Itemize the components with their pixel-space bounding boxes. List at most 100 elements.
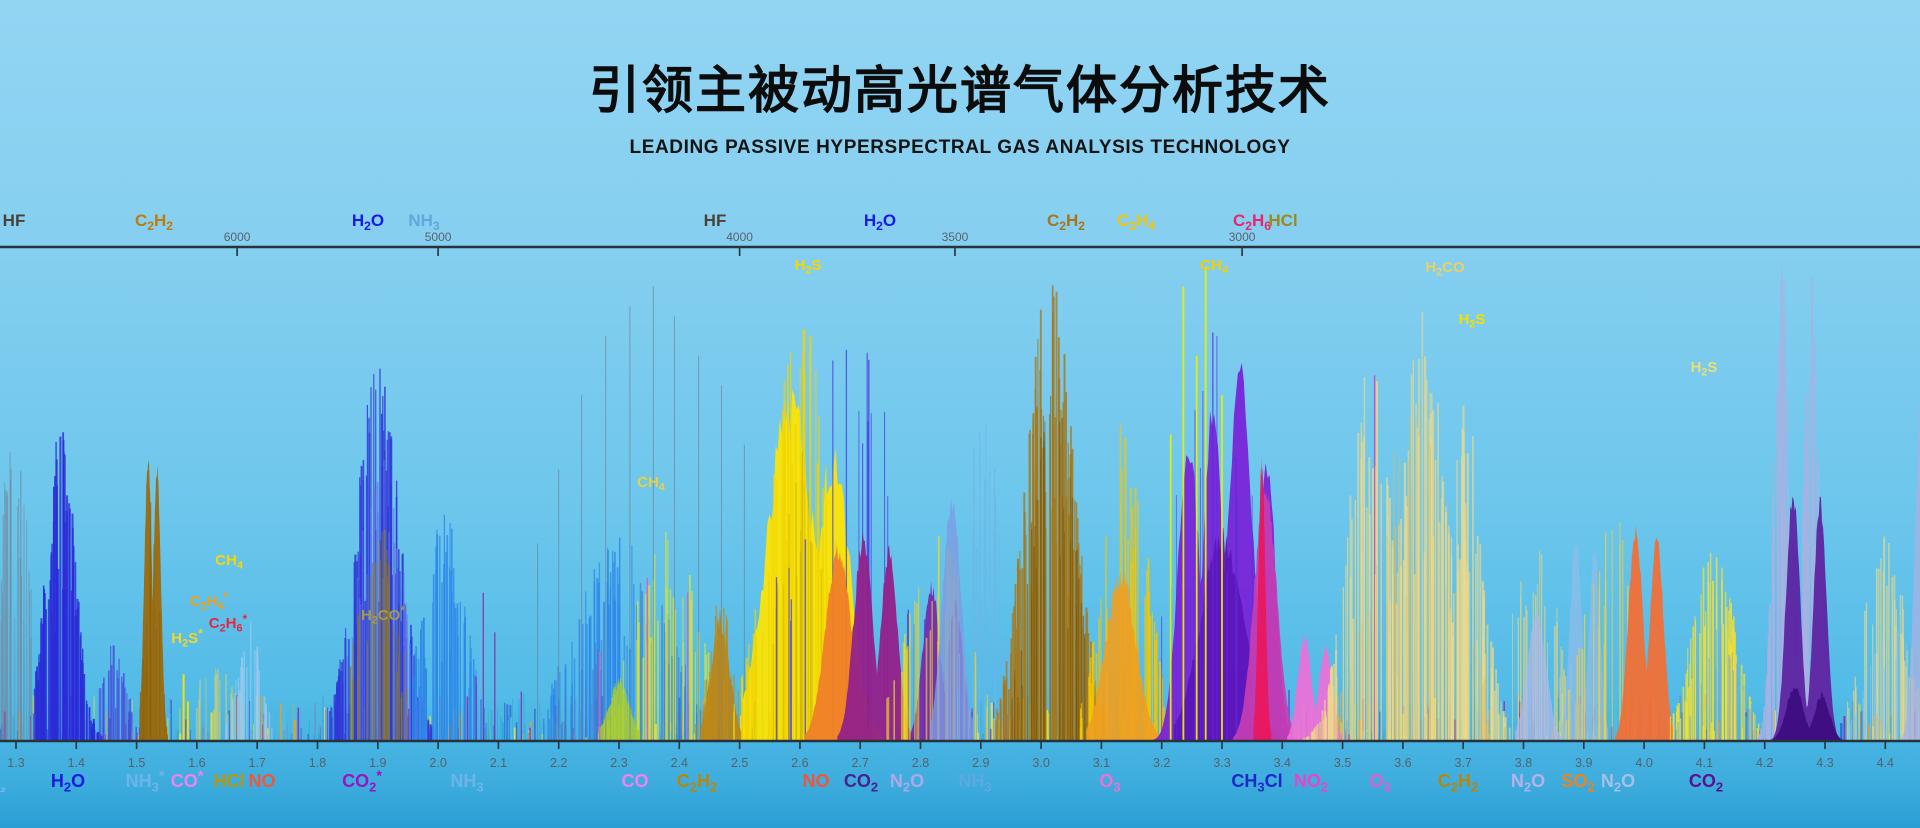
bottom-tick-4.2: 4.2 [1756,756,1773,770]
bottom-tick-2.2: 2.2 [550,756,567,770]
bottom-tick-2.4: 2.4 [671,756,688,770]
bottom-gas-label-NH3*: NH3* [126,769,165,795]
band-H2O-1.38-tail [98,645,140,741]
bottom-tick-1.8: 1.8 [309,756,326,770]
bottom-gas-label-O3: O3 [1099,771,1120,794]
inner-gas-label-CH4: CH4 [215,552,243,572]
bottom-tick-3.1: 3.1 [1093,756,1110,770]
band-dodger-2.0 [408,514,490,741]
bottom-gas-label-HCl: HCl [213,771,244,791]
band-H2CO-paleyellow-3.6 [1303,312,1519,741]
bottom-gas-label-C2H2: C2H2 [677,771,717,794]
top-tick-5000: 5000 [425,230,452,244]
bottom-tick-2.7: 2.7 [852,756,869,770]
bottom-tick-1.4: 1.4 [68,756,85,770]
band-yellow-pierce-spikes [1169,266,1223,741]
bottom-tick-4.3: 4.3 [1816,756,1833,770]
band-N2O-cornflower-2.85 [930,496,974,741]
bottom-gas-label-₂: ₂ [0,779,6,794]
band-orchid-spikes-2.35 [598,578,689,741]
bottom-tick-4.1: 4.1 [1696,756,1713,770]
band-O2-1.27 [0,452,32,741]
bottom-tick-2.9: 2.9 [972,756,989,770]
inner-gas-label-CH4: CH4 [637,474,665,494]
band-SO2-orange-4.0 [1615,524,1673,741]
bottom-gas-label-CO*: CO* [171,769,204,791]
band-gold-3.13 [1086,570,1159,741]
band-ltblue-1.68 [225,621,273,741]
bottom-tick-3.3: 3.3 [1213,756,1230,770]
bottom-gas-label-H2O: H2O [51,771,85,794]
inner-gas-label-H2CO*: H2CO* [361,604,405,627]
bottom-tick-3.6: 3.6 [1394,756,1411,770]
inner-gas-label-H2S: H2S [795,257,822,277]
band-CO2-darkcore [1773,687,1844,741]
band-darkmagenta-2.7 [837,531,915,741]
bottom-tick-1.5: 1.5 [128,756,145,770]
bottom-gas-label-N2O: N2O [1511,771,1545,794]
inner-gas-label-CH4: CH4 [1200,257,1228,277]
bottom-tick-2.0: 2.0 [429,756,446,770]
header: 引领主被动高光谱气体分析技术 LEADING PASSIVE HYPERSPEC… [0,62,1920,159]
band-crimson-3.37 [1253,456,1272,741]
band-slate-spikes [537,286,745,741]
bottom-tick-3.7: 3.7 [1455,756,1472,770]
bottom-tick-3.0: 3.0 [1032,756,1049,770]
top-tick-3500: 3500 [942,230,969,244]
bottom-gas-label-N2O: N2O [1601,771,1635,794]
top-tick-3000: 3000 [1229,230,1256,244]
bottom-gas-label-NH3: NH3 [958,771,991,794]
inner-gas-label-C2H4*: C2H4* [190,590,229,613]
inner-gas-label-H2S: H2S [1691,359,1718,379]
top-tick-6000: 6000 [224,230,251,244]
top-gas-label-HF: HF [3,211,26,230]
band-bluegray-4.1 [1675,624,1756,741]
top-tick-4000: 4000 [726,230,753,244]
bottom-tick-3.2: 3.2 [1153,756,1170,770]
bottom-gas-label-NO2: NO2 [1294,771,1328,794]
bottom-tick-4.0: 4.0 [1635,756,1652,770]
bottom-gas-label-CO: CO [621,771,648,791]
bottom-gas-label-CO2*: CO2* [342,769,382,795]
band-yellow-1.58 [182,674,189,741]
inner-gas-label-H2S: H2S [1459,311,1486,331]
bottom-gas-label-CO2: CO2 [1689,771,1723,794]
band-purple-spikes-2.1 [475,592,522,741]
bottom-gas-label-NO: NO [802,771,829,791]
bottom-tick-2.5: 2.5 [731,756,748,770]
page-title: 引领主被动高光谱气体分析技术 [588,62,1331,119]
top-gas-label-C2H6: C2H6 [1233,211,1271,233]
bottom-gas-label-CO2: CO2 [844,771,878,794]
bottom-tick-4.4: 4.4 [1877,756,1894,770]
top-gas-label-NH3: NH3 [408,211,440,233]
band-teal-2.1 [487,693,556,741]
bottom-gas-label-N2O: N2O [890,771,924,794]
band-paleyellow-dark-3.6 [1319,405,1506,741]
top-gas-label-C2H4: C2H4 [1117,211,1155,233]
top-gas-label-C2H2: C2H2 [1047,211,1085,233]
inner-gas-label-H2S*: H2S* [171,627,203,650]
bottom-tick-1.9: 1.9 [369,756,386,770]
band-olive-1.9 [349,529,408,741]
bottom-gas-label-SO2: SO2 [1561,771,1594,794]
band-lavender-right-edge [1900,398,1920,741]
top-gas-label-H2O: H2O [352,211,384,233]
band-khaki-1.6 [196,668,239,741]
bottom-tick-3.8: 3.8 [1515,756,1532,770]
bottom-tick-3.5: 3.5 [1334,756,1351,770]
bottom-gas-label-NH3: NH3 [450,771,483,794]
band-ltblue-3.9 [1560,541,1608,741]
bottom-tick-1.7: 1.7 [249,756,266,770]
top-gas-label-HCl: HCl [1268,211,1297,230]
top-gas-label-HF: HF [704,211,727,230]
bottom-tick-2.8: 2.8 [912,756,929,770]
bottom-tick-3.4: 3.4 [1274,756,1291,770]
top-gas-label-H2O: H2O [864,211,896,233]
bottom-gas-label-O3: O3 [1369,771,1390,794]
axes: 6000 5000 4000 3500 3000 1.3 1.4 1.5 1.6 1.7 1.8 1.… [0,230,1920,770]
bottom-tick-2.6: 2.6 [791,756,808,770]
page-subtitle: LEADING PASSIVE HYPERSPECTRAL GAS ANALYS… [629,136,1291,158]
